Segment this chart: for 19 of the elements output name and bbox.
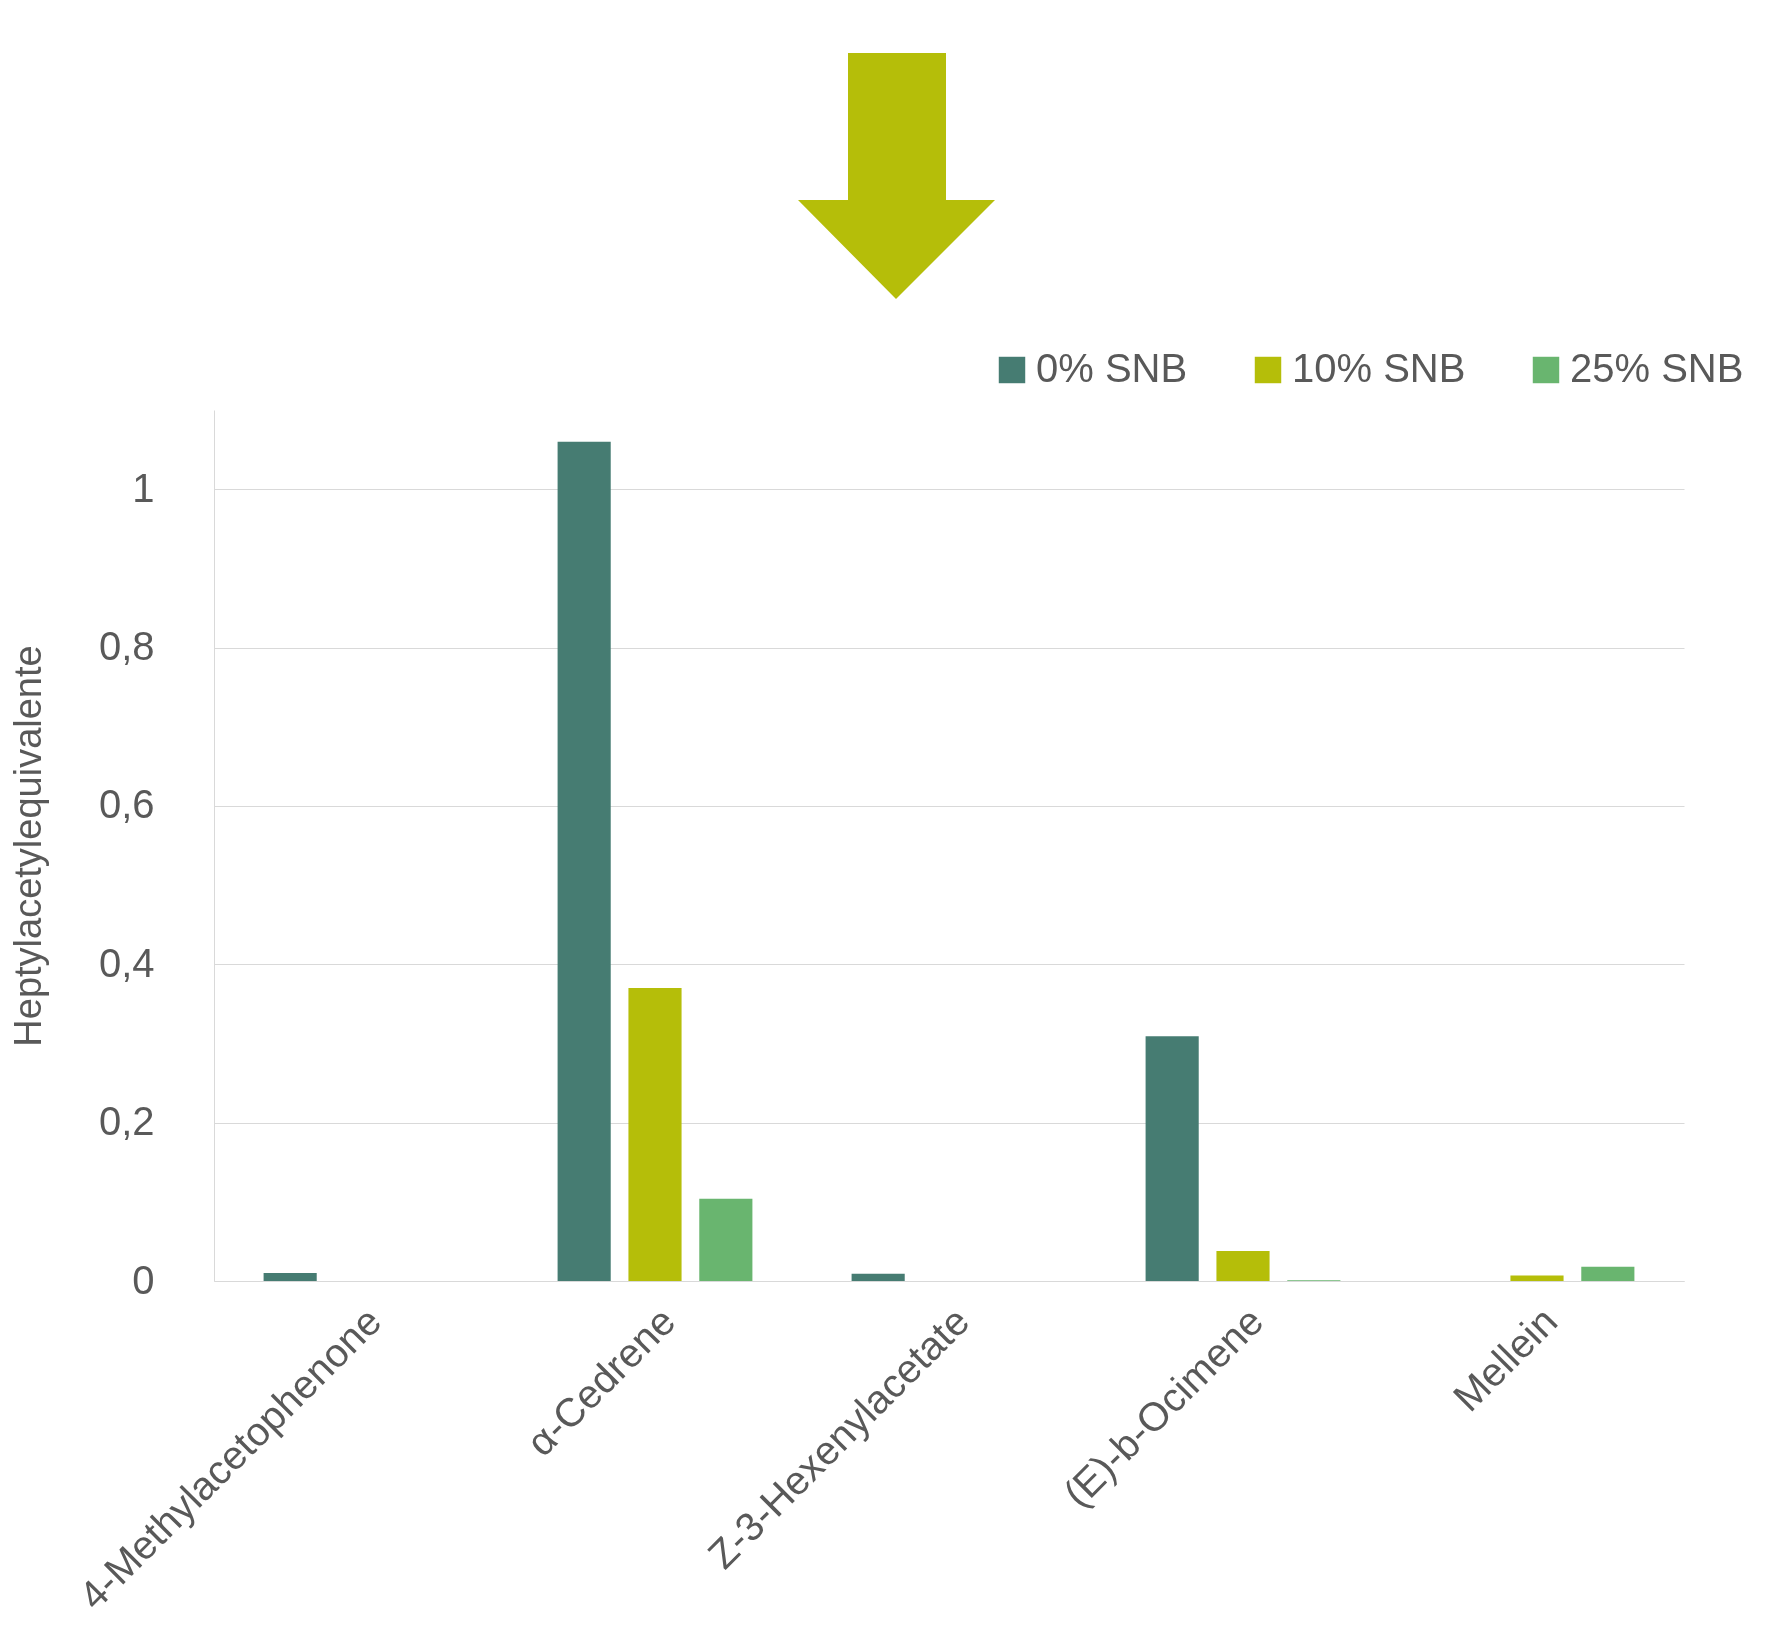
bar xyxy=(1216,1250,1270,1281)
legend-label: 25% SNB xyxy=(1570,346,1744,390)
bar xyxy=(263,1273,317,1281)
legend-label: 10% SNB xyxy=(1292,346,1466,390)
bar xyxy=(557,441,611,1281)
legend-label: 0% SNB xyxy=(1036,346,1188,390)
y-tick-label: 1 xyxy=(132,465,155,510)
y-axis-title: Heptylacetylequivalente xyxy=(6,645,49,1047)
y-tick-label: 0,2 xyxy=(98,1099,155,1144)
bar xyxy=(628,988,682,1281)
y-tick-label: 0,8 xyxy=(98,624,155,669)
bar xyxy=(699,1198,753,1281)
y-tick-label: 0,4 xyxy=(98,940,155,985)
bar xyxy=(851,1273,905,1281)
bar xyxy=(1510,1275,1564,1281)
y-tick-label: 0 xyxy=(132,1257,155,1302)
y-tick-label: 0,6 xyxy=(98,782,155,827)
bar xyxy=(1145,1036,1199,1281)
bar xyxy=(1581,1266,1635,1281)
